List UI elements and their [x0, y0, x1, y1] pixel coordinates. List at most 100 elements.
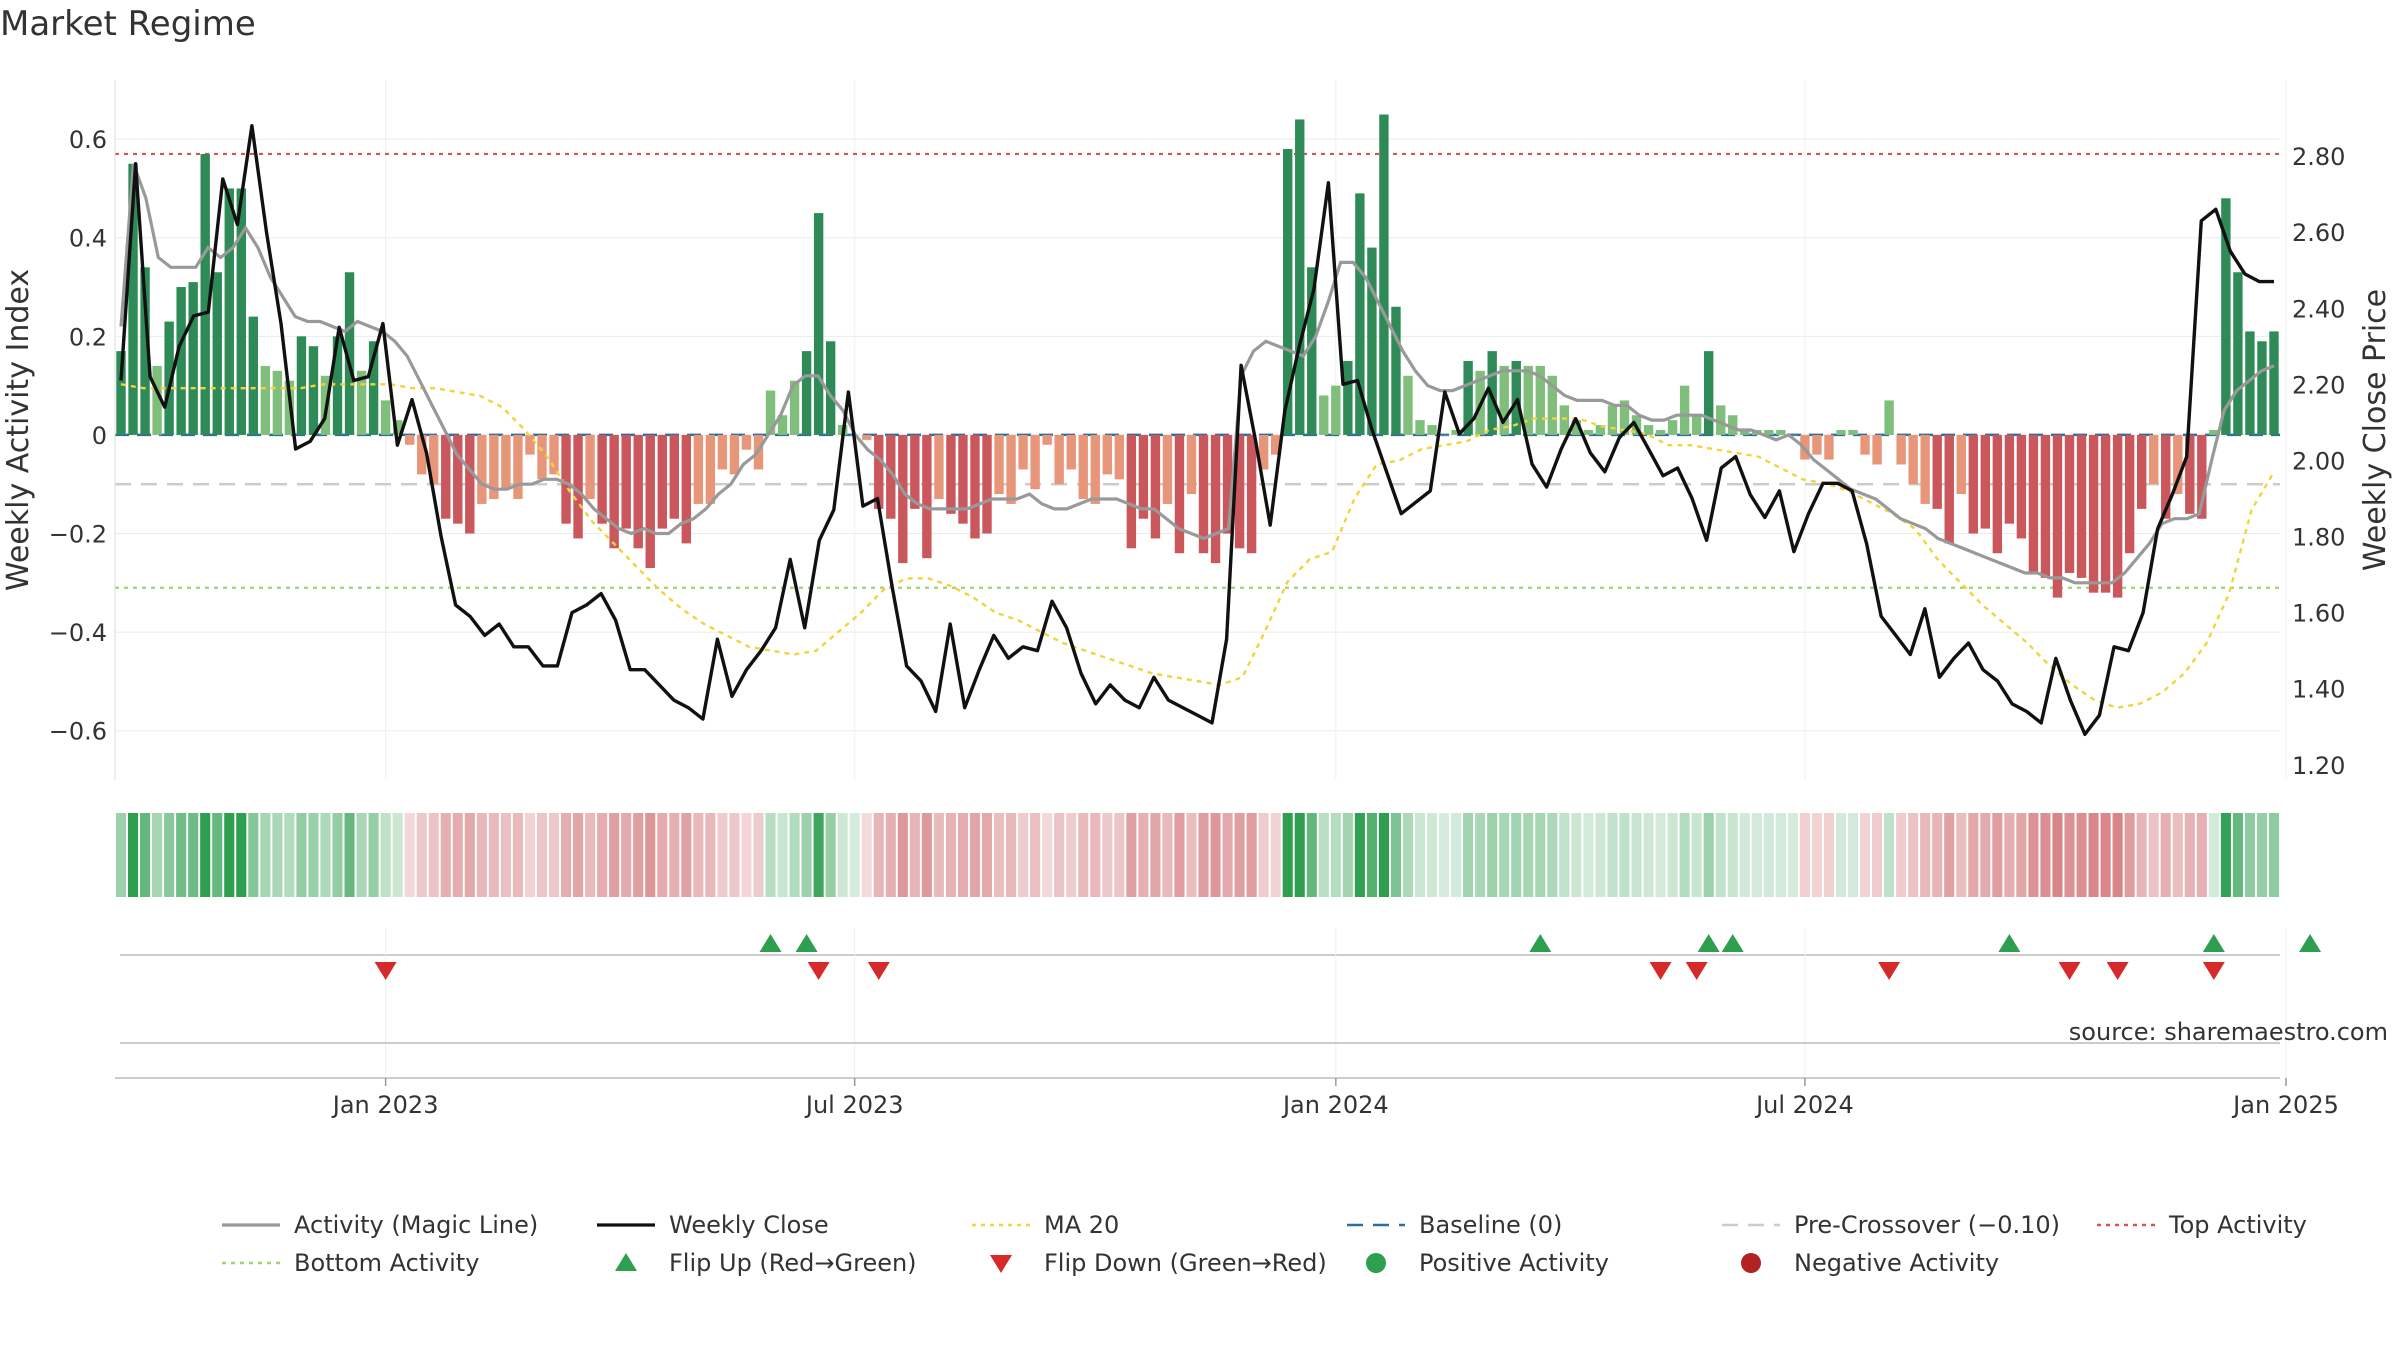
activity-bar — [549, 434, 559, 475]
regime-cell — [1162, 813, 1173, 897]
regime-cell — [1667, 813, 1678, 897]
regime-cell — [1330, 813, 1341, 897]
regime-cell — [1126, 813, 1137, 897]
activity-bar — [1403, 375, 1413, 435]
activity-bar — [2136, 434, 2147, 509]
activity-bar — [1379, 114, 1389, 435]
regime-cell — [1102, 813, 1113, 897]
activity-bar — [212, 272, 222, 435]
regime-cell — [2136, 813, 2147, 897]
regime-cell — [945, 813, 956, 897]
activity-bar — [1102, 434, 1112, 475]
regime-cell — [1282, 813, 1293, 897]
regime-cell — [260, 813, 271, 897]
legend-item: Flip Up (Red→Green) — [615, 1249, 917, 1277]
legend-item: Weekly Close — [597, 1211, 829, 1239]
activity-bar — [1824, 434, 1834, 460]
activity-bar — [308, 346, 319, 435]
activity-bar — [1764, 430, 1774, 435]
y-axis-label: Weekly Activity Index — [1, 269, 36, 591]
activity-bar — [1210, 434, 1221, 564]
regime-cell — [1511, 813, 1522, 897]
regime-cell — [1727, 813, 1738, 897]
y-tick-label: −0.2 — [49, 521, 107, 549]
activity-bar — [729, 434, 740, 475]
y2-tick-label: 2.00 — [2292, 447, 2345, 475]
regime-cell — [296, 813, 307, 897]
activity-bar — [1030, 434, 1040, 490]
regime-cell — [1342, 813, 1353, 897]
activity-bar — [946, 434, 956, 514]
activity-bar — [1788, 434, 1798, 436]
regime-cell — [1992, 813, 2003, 897]
regime-cell — [440, 813, 451, 897]
regime-cell — [2268, 813, 2280, 897]
regime-cell — [2088, 813, 2099, 897]
activity-bar — [1391, 306, 1401, 435]
flip-up-marker — [2202, 934, 2225, 952]
regime-cell — [885, 813, 896, 897]
activity-bar — [2245, 331, 2255, 435]
activity-bar — [789, 380, 800, 435]
reference-lines — [115, 152, 2280, 589]
regime-cell — [2100, 813, 2111, 897]
flip-up-marker — [1998, 934, 2021, 952]
activity-bar — [465, 434, 475, 534]
regime-cell — [1426, 813, 1438, 897]
activity-bar — [765, 390, 776, 435]
regime-cell — [597, 813, 608, 897]
regime-cell — [1451, 813, 1462, 897]
activity-bar — [344, 272, 355, 435]
y2-tick-label: 1.20 — [2292, 752, 2345, 780]
regime-cell — [1823, 813, 1835, 897]
legend-item: Baseline (0) — [1347, 1211, 1562, 1239]
regime-cell — [236, 813, 247, 897]
regime-cell — [1679, 813, 1690, 897]
regime-cell — [933, 813, 944, 897]
legend-swatch — [990, 1255, 1012, 1273]
regime-cell — [1246, 813, 1257, 897]
activity-bar — [1415, 420, 1425, 435]
regime-cell — [500, 813, 511, 897]
regime-cell — [416, 813, 427, 897]
date-axis: Jan 2023 Jul 2023 Jan 2024 Jul 2024 Jan 2025… — [115, 1077, 2339, 1119]
ma20-line — [120, 383, 2276, 709]
legend-item: Positive Activity — [1366, 1249, 1609, 1277]
regime-cell — [308, 813, 319, 897]
regime-cell — [1390, 813, 1402, 897]
regime-cell — [1198, 813, 1209, 897]
legend-swatch — [1366, 1253, 1386, 1273]
flip-up-marker — [1721, 934, 1744, 952]
activity-bar — [2004, 434, 2015, 524]
regime-cell — [164, 813, 175, 897]
regime-cell — [524, 813, 536, 897]
flip-down-marker — [1649, 962, 1672, 980]
activity-bar — [501, 434, 511, 490]
regime-cell — [1739, 813, 1750, 897]
regime-cell — [2196, 813, 2207, 897]
activity-bar — [874, 434, 884, 509]
flip-down-marker — [807, 962, 830, 980]
activity-bar — [1523, 365, 1533, 435]
flip-up-marker — [1529, 934, 1552, 952]
activity-bar — [296, 336, 307, 435]
activity-bar — [164, 321, 174, 435]
legend-label: Bottom Activity — [294, 1249, 479, 1277]
regime-cell — [380, 813, 391, 897]
activity-bar — [2197, 434, 2207, 519]
regime-cell — [2184, 813, 2195, 897]
activity-bar — [2076, 434, 2087, 578]
regime-cell — [1908, 813, 1919, 897]
regime-cell — [368, 813, 379, 897]
regime-cell — [1414, 813, 1426, 897]
legend-swatch — [1741, 1253, 1761, 1273]
regime-cell — [801, 813, 812, 897]
activity-bar — [1319, 395, 1329, 435]
regime-cell — [1234, 813, 1245, 897]
y2-tick-label: 1.60 — [2292, 600, 2345, 628]
regime-cell — [2124, 813, 2135, 897]
regime-cell — [476, 813, 487, 897]
regime-cell — [1294, 813, 1305, 897]
regime-cell — [1030, 813, 1041, 897]
